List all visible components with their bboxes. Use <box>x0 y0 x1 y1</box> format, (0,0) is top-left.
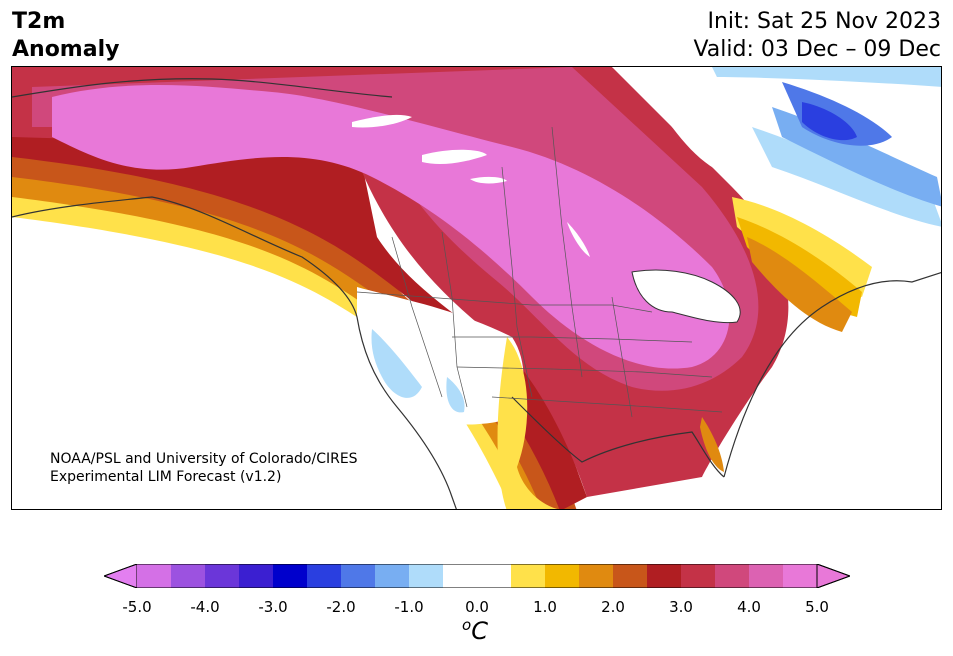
us-canada-border <box>356 291 653 313</box>
colorbar <box>104 564 850 588</box>
colorbar-tick-label: 1.0 <box>533 598 557 616</box>
degree-symbol: o <box>462 616 472 634</box>
colorbar-segment <box>375 564 410 588</box>
colorbar-ticks: -5.0 -4.0 -3.0 -2.0 -1.0 0.0 1.0 2.0 3.0 4.0 5.0 <box>0 598 953 618</box>
great-lakes <box>631 269 741 324</box>
colorbar-segment <box>205 564 240 588</box>
band-yellow-south <box>497 337 558 509</box>
band-lightblue-ne <box>752 127 941 227</box>
gulf-coast <box>511 396 725 478</box>
colorbar-segment <box>137 564 172 588</box>
colorbar-tick-label: -5.0 <box>122 598 152 616</box>
colorbar-over-arrow <box>816 564 850 588</box>
atlantic-coast <box>723 272 941 478</box>
band-red-west <box>12 67 587 509</box>
colorbar-segment <box>749 564 784 588</box>
interior-border-7 <box>456 366 713 378</box>
colorbar-segment <box>171 564 206 588</box>
band-blue-ne <box>782 82 892 146</box>
colorbar-tick-label: 2.0 <box>601 598 625 616</box>
colorbar-tick-label: -1.0 <box>394 598 424 616</box>
title-line-1: T2m <box>12 9 66 34</box>
water-bodies <box>352 67 772 324</box>
map-svg <box>12 67 941 509</box>
band-orange-florida <box>700 417 724 472</box>
anomaly-fill <box>12 67 941 509</box>
band-darkblue-ne <box>802 102 857 141</box>
interior-border-2 <box>441 231 468 408</box>
colorbar-segment <box>647 564 682 588</box>
map-title: T2m Anomaly <box>12 8 119 64</box>
valid-range: Valid: 03 Dec – 09 Dec <box>693 37 941 62</box>
credit-text: NOAA/PSL and University of Colorado/CIRE… <box>50 450 358 486</box>
band-orange-ne <box>747 237 852 332</box>
lake-athabasca <box>470 176 507 184</box>
great-slave-lake <box>352 114 412 128</box>
hudson-bay <box>612 67 772 180</box>
colorbar-tick-label: -3.0 <box>258 598 288 616</box>
colorbar-segment <box>681 564 716 588</box>
colorbar-segment <box>511 564 546 588</box>
colorbar-tick-label: -2.0 <box>326 598 356 616</box>
colorbar-segment <box>307 564 342 588</box>
colorbar-segment <box>783 564 818 588</box>
interior-border-5 <box>611 296 633 418</box>
colorbar-segment <box>477 564 512 588</box>
colorbar-tick-label: 0.0 <box>465 598 489 616</box>
band-pink <box>52 85 730 369</box>
colorbar-under-arrow <box>104 564 138 588</box>
colorbar-tick-label: -4.0 <box>190 598 220 616</box>
colorbar-segment <box>409 564 444 588</box>
interior-border-6 <box>452 336 693 343</box>
colorbar-segment <box>715 564 750 588</box>
interior-border-8 <box>491 396 723 413</box>
forecast-dates: Init: Sat 25 Nov 2023 Valid: 03 Dec – 09… <box>693 8 941 64</box>
interior-border-1 <box>391 236 443 398</box>
band-lightblue-ne2 <box>672 67 941 87</box>
credit-line-1: NOAA/PSL and University of Colorado/CIRE… <box>50 451 358 467</box>
colorbar-segment <box>545 564 580 588</box>
colorbar-segment <box>579 564 614 588</box>
anomaly-map: NOAA/PSL and University of Colorado/CIRE… <box>11 66 942 510</box>
colorbar-tick-label: 4.0 <box>737 598 761 616</box>
colorbar-segment <box>239 564 274 588</box>
title-line-2: Anomaly <box>12 37 120 62</box>
interior-border-4 <box>551 126 583 378</box>
credit-line-2: Experimental LIM Forecast (v1.2) <box>50 469 282 485</box>
great-bear-lake <box>422 149 487 165</box>
state-borders <box>356 126 723 418</box>
colorbar-unit: oC <box>462 616 488 645</box>
colorbar-segment <box>273 564 308 588</box>
band-gold-ne <box>737 217 862 317</box>
lake-winnipeg <box>567 222 590 257</box>
patch-lightblue-sw3 <box>446 377 465 413</box>
patch-lightblue-sw2 <box>371 329 422 398</box>
colorbar-segment <box>613 564 648 588</box>
init-date: Init: Sat 25 Nov 2023 <box>707 9 941 34</box>
unit-letter: C <box>471 617 488 645</box>
colorbar-segment <box>443 564 478 588</box>
arctic-coast <box>12 78 393 98</box>
colorbar-segment <box>341 564 376 588</box>
interior-border-3 <box>501 166 533 398</box>
coastlines <box>12 78 941 509</box>
colorbar-tick-label: 3.0 <box>669 598 693 616</box>
colorbar-tick-label: 5.0 <box>805 598 829 616</box>
pacific-coast <box>12 196 457 509</box>
